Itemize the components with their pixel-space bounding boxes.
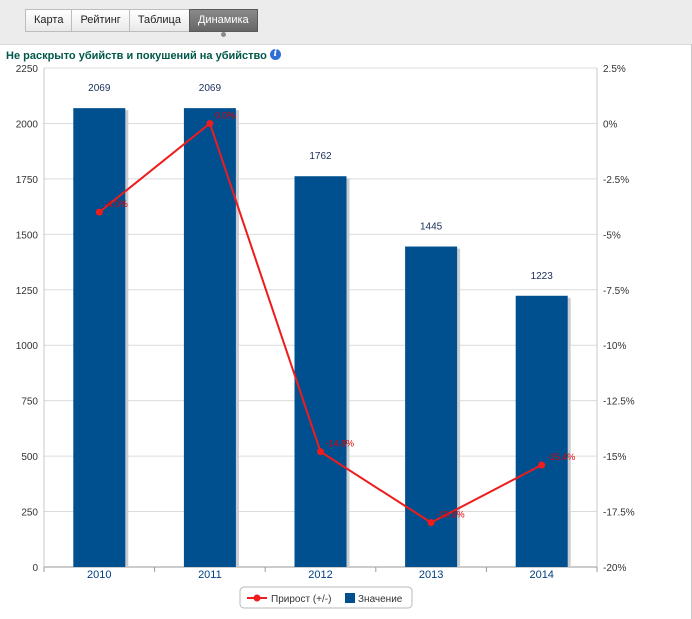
left-tick-label: 250 <box>21 508 38 519</box>
legend-value-label: Значение <box>358 594 403 605</box>
growth-point <box>95 208 103 216</box>
bar-value-label: 1223 <box>531 271 554 282</box>
growth-value-label: -4.0% <box>104 199 128 209</box>
x-tick-label: 2010 <box>87 569 111 581</box>
left-tick-label: 1000 <box>16 341 39 352</box>
left-tick-label: 2000 <box>16 119 39 130</box>
growth-point <box>317 448 324 456</box>
growth-value-label: -18.0% <box>436 510 465 520</box>
growth-line-series: -4.0% 0.0% -14.8% -18.0% -15.4% <box>95 110 576 527</box>
bar-value-label: 1762 <box>309 151 332 162</box>
right-tick-label: -12.5% <box>603 397 635 408</box>
tab-dynamics[interactable]: Динамика <box>188 9 258 37</box>
bar <box>294 176 347 568</box>
left-tick-label: 1750 <box>16 175 39 186</box>
x-tick-label: 2014 <box>529 569 553 581</box>
bar-value-label: 1445 <box>420 222 443 233</box>
x-tick-label: 2012 <box>308 569 332 581</box>
active-tab-indicator <box>221 32 227 37</box>
right-tick-label: 2.5% <box>603 64 626 75</box>
right-tick-label: -5% <box>603 230 621 241</box>
bar-value-label: 2069 <box>199 83 222 94</box>
chart-title-block: Не раскрыто убийств и покушений на убийс… <box>6 48 281 62</box>
bar <box>515 295 568 567</box>
right-tick-label: 0% <box>603 119 618 130</box>
growth-point <box>206 119 214 127</box>
right-tick-label: -2.5% <box>603 175 629 186</box>
top-toolbar: Карта Рейтинг Таблица Динамика <box>0 0 692 45</box>
bar <box>73 108 126 567</box>
tab-table[interactable]: Таблица <box>128 9 190 32</box>
right-tick-label: -7.5% <box>603 286 629 297</box>
view-tabs: Карта Рейтинг Таблица Динамика <box>25 9 258 37</box>
x-tick-label: 2011 <box>198 569 222 581</box>
bar-series: 2069 2069 1762 1445 1223 <box>73 83 571 568</box>
growth-value-label: 0.0% <box>215 110 236 120</box>
left-tick-label: 0 <box>32 563 38 574</box>
legend-line-marker <box>253 594 261 602</box>
tab-dynamics-label: Динамика <box>197 14 249 26</box>
legend-bar-swatch <box>345 593 355 603</box>
legend-box <box>239 586 413 609</box>
right-tick-label: -17.5% <box>603 508 635 519</box>
bar <box>183 108 236 567</box>
growth-value-label: -15.4% <box>547 452 576 462</box>
legend: Прирост (+/-) Значение <box>239 586 413 609</box>
axes: 2250 2000 1750 1500 1250 1000 750 500 250 0 2.5% 0%… <box>16 64 635 581</box>
right-tick-label: -20% <box>603 563 626 574</box>
left-tick-label: 1250 <box>16 286 39 297</box>
right-tick-label: -15% <box>603 452 626 463</box>
left-tick-label: 1500 <box>16 230 39 241</box>
growth-point <box>538 461 546 469</box>
growth-point <box>427 519 435 527</box>
left-tick-label: 2250 <box>16 64 39 75</box>
growth-value-label: -14.8% <box>326 439 355 449</box>
info-icon[interactable]: i <box>269 48 281 60</box>
right-tick-label: -10% <box>603 341 626 352</box>
left-tick-label: 500 <box>21 452 38 463</box>
x-tick-label: 2013 <box>419 569 443 581</box>
chart-title: Не раскрыто убийств и покушений на убийс… <box>6 50 267 62</box>
bar-value-label: 2069 <box>88 83 111 94</box>
left-tick-label: 750 <box>21 397 38 408</box>
legend-growth-label: Прирост (+/-) <box>271 594 331 605</box>
